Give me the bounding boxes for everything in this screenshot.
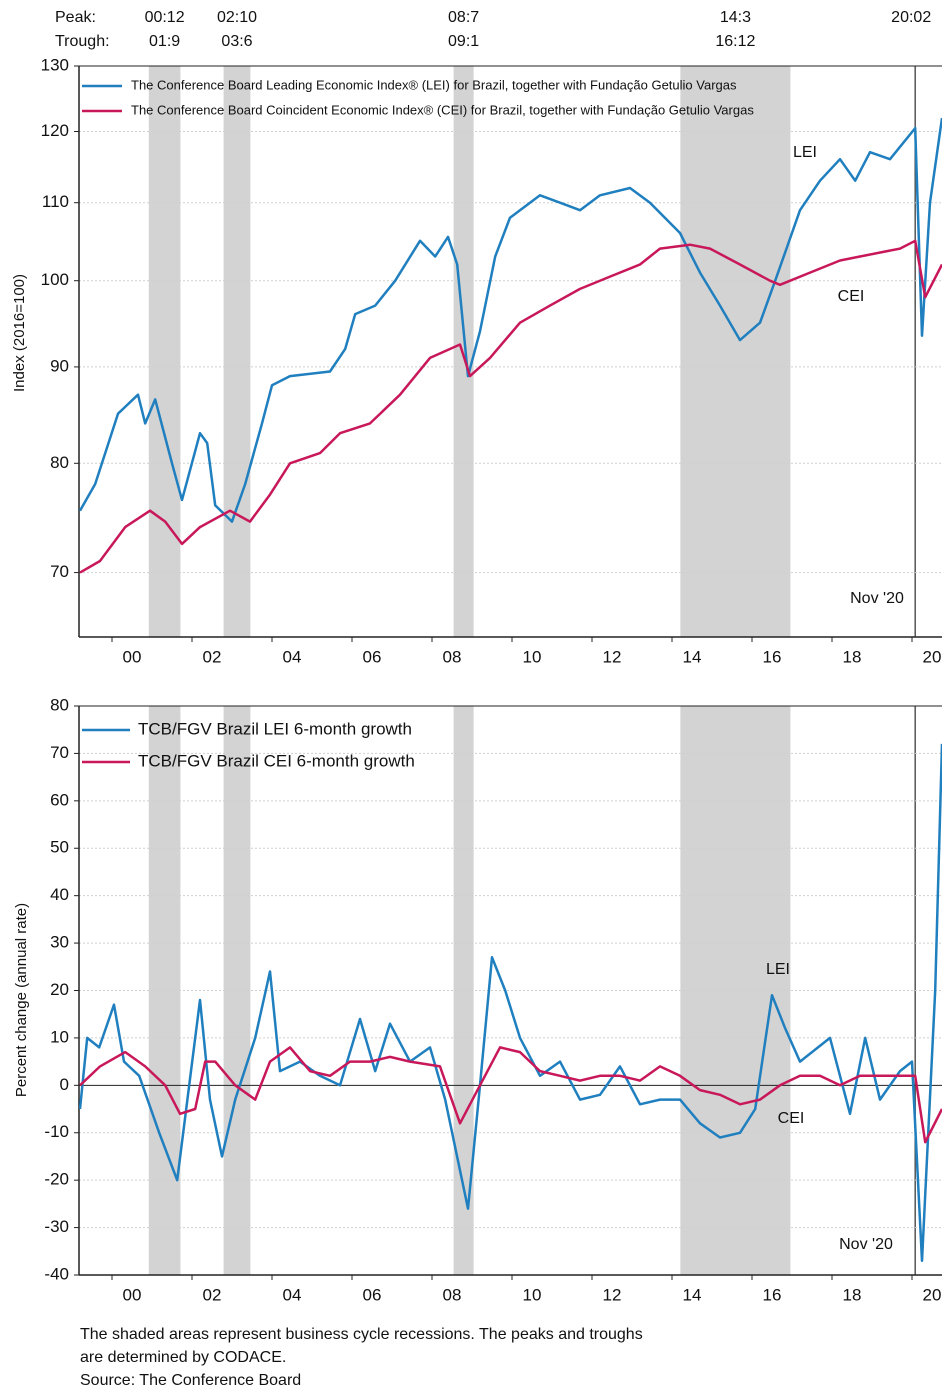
x-tick-label: 10 (523, 1285, 542, 1304)
series-line (79, 743, 942, 1263)
footnote: Source: The Conference Board (80, 1372, 301, 1389)
peak-header: Peak: (55, 9, 96, 26)
x-tick-label: 16 (763, 647, 782, 666)
y-tick-label: 70 (50, 743, 69, 762)
y-axis-label: Index (2016=100) (11, 274, 28, 392)
legend-label: The Conference Board Coincident Economic… (131, 102, 754, 117)
trough-header: Trough: (55, 33, 110, 50)
x-tick-label: 14 (683, 647, 702, 666)
y-tick-label: -20 (44, 1170, 69, 1189)
x-tick-label: 02 (203, 1285, 222, 1304)
y-tick-label: 130 (41, 55, 69, 74)
y-tick-label: 70 (50, 562, 69, 581)
y-tick-label: 30 (50, 933, 69, 952)
annotation: CEI (838, 288, 865, 305)
peak-label: 20:02 (891, 9, 931, 26)
annotation: LEI (766, 961, 790, 978)
y-axis-label: Percent change (annual rate) (13, 903, 30, 1097)
recession-band (680, 66, 791, 637)
y-tick-label: 10 (50, 1027, 69, 1046)
y-tick-label: 0 (60, 1075, 69, 1094)
y-tick-label: 80 (50, 453, 69, 472)
x-tick-label: 18 (843, 647, 862, 666)
peak-label: 08:7 (448, 9, 479, 26)
trough-label: 09:1 (448, 33, 479, 50)
x-tick-label: 16 (763, 1285, 782, 1304)
x-tick-label: 14 (683, 1285, 702, 1304)
y-tick-label: 100 (41, 270, 69, 289)
y-tick-label: -40 (44, 1264, 69, 1283)
y-tick-label: 80 (50, 695, 69, 714)
y-tick-label: 40 (50, 885, 69, 904)
x-tick-label: 18 (843, 1285, 862, 1304)
x-tick-label: 10 (523, 647, 542, 666)
x-tick-label: 12 (603, 1285, 622, 1304)
peak-label: 14:3 (720, 9, 751, 26)
y-tick-label: 60 (50, 790, 69, 809)
trough-label: 16:12 (715, 33, 755, 50)
annotation: Nov '20 (839, 1236, 893, 1253)
footnote: are determined by CODACE. (80, 1349, 286, 1366)
x-tick-label: 20 (923, 647, 942, 666)
legend-label: TCB/FGV Brazil LEI 6-month growth (138, 719, 412, 738)
annotation: LEI (793, 144, 817, 161)
legend-label: The Conference Board Leading Economic In… (131, 77, 737, 92)
y-tick-label: 120 (41, 121, 69, 140)
annotation: CEI (778, 1110, 805, 1127)
x-tick-label: 08 (443, 647, 462, 666)
x-tick-label: 04 (283, 647, 302, 666)
y-tick-label: 20 (50, 980, 69, 999)
y-tick-label: 110 (42, 192, 69, 211)
recession-band (223, 66, 251, 637)
x-tick-label: 04 (283, 1285, 302, 1304)
series-line (79, 117, 942, 523)
y-tick-label: -30 (44, 1217, 69, 1236)
footnote: The shaded areas represent business cycl… (80, 1326, 643, 1343)
series-line (79, 239, 942, 574)
trough-label: 03:6 (221, 33, 252, 50)
trough-label: 01:9 (149, 33, 180, 50)
peak-label: 00:12 (145, 9, 185, 26)
x-tick-label: 12 (603, 647, 622, 666)
x-tick-label: 06 (363, 1285, 382, 1304)
legend-label: TCB/FGV Brazil CEI 6-month growth (138, 751, 415, 770)
x-tick-label: 08 (443, 1285, 462, 1304)
x-tick-label: 06 (363, 647, 382, 666)
x-tick-label: 02 (203, 647, 222, 666)
annotation: Nov '20 (850, 590, 904, 607)
y-tick-label: -10 (44, 1122, 69, 1141)
x-tick-label: 00 (123, 647, 142, 666)
series-line (79, 1046, 942, 1144)
y-tick-label: 90 (50, 356, 69, 375)
x-tick-label: 20 (923, 1285, 942, 1304)
recession-band (453, 66, 474, 637)
recession-band (148, 66, 181, 637)
peak-label: 02:10 (217, 9, 257, 26)
x-tick-label: 00 (123, 1285, 142, 1304)
y-tick-label: 50 (50, 838, 69, 857)
